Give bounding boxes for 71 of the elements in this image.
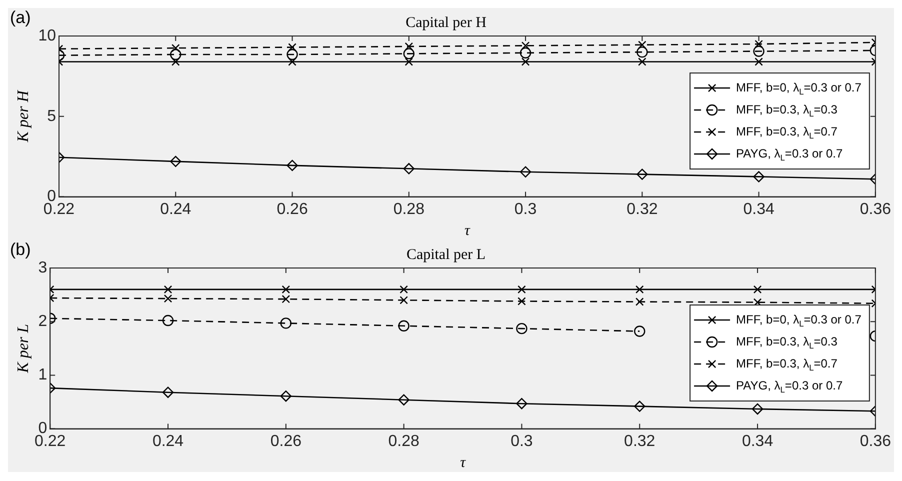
point	[170, 156, 182, 168]
x-tick-label: 0.36	[860, 200, 892, 218]
point	[162, 386, 174, 398]
x-tick-label: 0.24	[160, 200, 192, 218]
point	[638, 58, 646, 66]
point	[518, 285, 526, 294]
x-tick-label: 0.34	[742, 432, 774, 450]
y-tick-label: 3	[38, 259, 48, 276]
point	[754, 58, 763, 66]
point	[635, 285, 644, 294]
x-tick-label: 0.22	[34, 432, 66, 450]
point	[638, 40, 646, 49]
point	[636, 46, 648, 58]
point	[171, 58, 180, 66]
x-axis-title: τ	[460, 454, 466, 471]
x-tick-label: 0.22	[43, 200, 75, 218]
y-tick-label: 1	[38, 366, 48, 384]
point	[280, 390, 292, 402]
point	[171, 44, 180, 52]
x-tick-label: 0.28	[388, 432, 420, 450]
point	[521, 58, 530, 66]
point	[518, 297, 526, 306]
point	[520, 47, 532, 58]
point	[516, 322, 528, 334]
point	[752, 403, 764, 415]
point	[400, 285, 408, 294]
point	[170, 48, 182, 60]
point	[753, 46, 764, 57]
y-tick-label: 2	[38, 313, 48, 330]
x-axis-title: τ	[464, 222, 471, 239]
x-tick-label: 0.32	[626, 200, 658, 218]
point	[162, 314, 174, 326]
x-tick-label: 0.34	[743, 200, 774, 218]
text: (b)	[10, 240, 31, 260]
chart-title: Capital per L	[406, 246, 486, 263]
chart-title: Capital per H	[406, 14, 487, 31]
point	[521, 42, 530, 50]
y-axis-title: K per L	[14, 324, 32, 374]
point	[404, 42, 414, 51]
point	[403, 48, 414, 60]
text: (a)	[10, 8, 31, 28]
x-tick-label: 0.28	[393, 200, 425, 218]
point	[634, 326, 646, 337]
y-tick-label: 10	[38, 27, 56, 44]
x-tick-label: 0.32	[624, 432, 656, 450]
point	[398, 320, 410, 332]
point	[398, 394, 410, 406]
point	[635, 298, 644, 306]
x-tick-label: 0.3	[514, 200, 537, 218]
point	[753, 171, 764, 182]
point	[280, 318, 292, 329]
point	[403, 163, 414, 174]
point	[753, 285, 762, 294]
point	[404, 58, 414, 66]
point	[634, 400, 646, 412]
point	[288, 43, 296, 52]
point	[288, 58, 296, 66]
point	[286, 48, 298, 60]
y-tick-label: 5	[47, 108, 56, 125]
point	[754, 40, 763, 48]
x-tick-label: 0.3	[510, 432, 533, 450]
x-tick-label: 0.26	[270, 432, 302, 450]
point	[516, 398, 528, 410]
point	[286, 160, 298, 172]
point	[520, 166, 532, 178]
point	[400, 296, 408, 304]
point	[636, 168, 648, 180]
y-axis-title: K per H	[14, 89, 32, 144]
x-tick-label: 0.24	[152, 432, 184, 450]
x-tick-label: 0.36	[860, 432, 892, 450]
x-tick-label: 0.26	[276, 200, 308, 218]
